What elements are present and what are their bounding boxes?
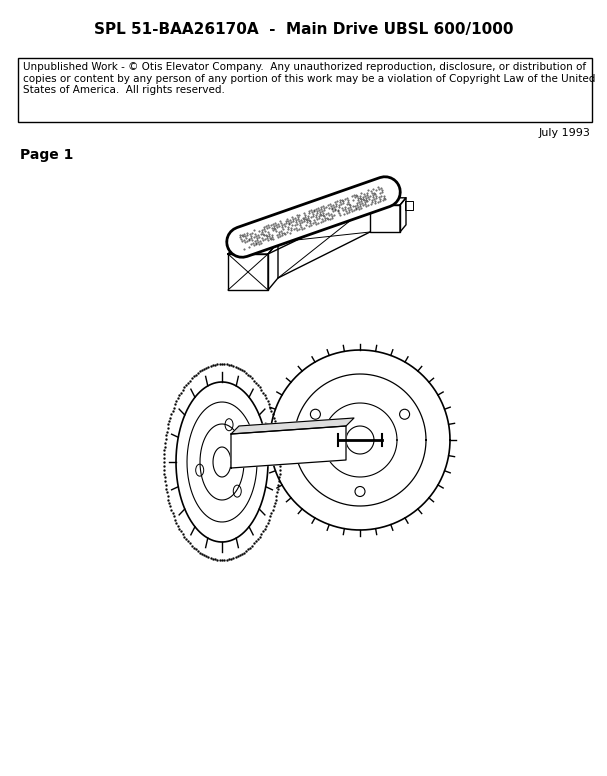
FancyBboxPatch shape <box>18 58 592 122</box>
Text: Unpublished Work - © Otis Elevator Company.  Any unauthorized reproduction, disc: Unpublished Work - © Otis Elevator Compa… <box>23 62 595 95</box>
Polygon shape <box>231 426 346 468</box>
Polygon shape <box>231 418 354 434</box>
Text: July 1993: July 1993 <box>538 128 590 138</box>
Text: Page 1: Page 1 <box>20 148 73 162</box>
Text: SPL 51-BAA26170A  -  Main Drive UBSL 600/1000: SPL 51-BAA26170A - Main Drive UBSL 600/1… <box>93 22 514 37</box>
